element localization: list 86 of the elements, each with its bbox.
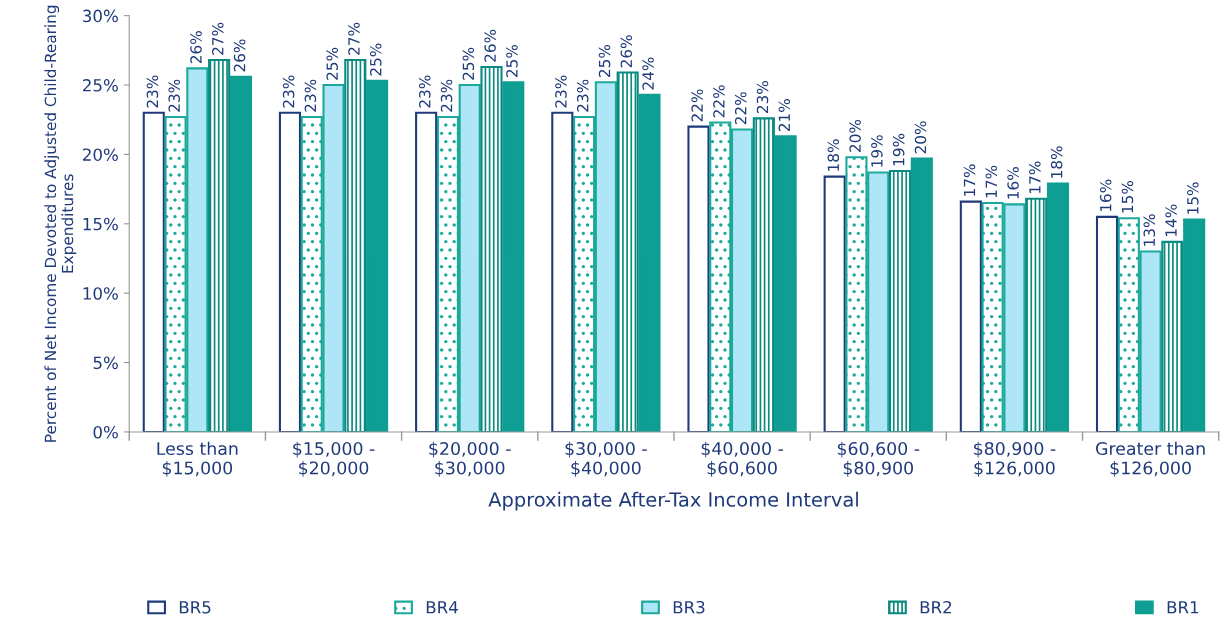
data-label: 25% <box>598 44 611 77</box>
data-label: 23% <box>168 79 180 112</box>
data-label: 27% <box>348 22 360 55</box>
data-label: 24% <box>642 57 654 90</box>
data-label: 14% <box>1165 204 1177 236</box>
bar <box>1161 240 1184 432</box>
data-label: 16% <box>1007 167 1019 199</box>
x-tick-label: $60,600 - $80,900 <box>837 441 920 477</box>
data-label: 26% <box>233 39 246 72</box>
legend-label: BR1 <box>1167 601 1199 614</box>
bar <box>910 157 933 432</box>
data-label: 26% <box>620 35 633 68</box>
data-label: 23% <box>146 75 159 108</box>
data-label: 15% <box>1121 180 1134 213</box>
data-label: 17% <box>1029 161 1041 193</box>
data-label: 17% <box>985 165 998 198</box>
data-label: 27% <box>212 22 224 55</box>
data-label: 23% <box>756 81 769 114</box>
data-label: 22% <box>713 85 725 118</box>
bar <box>616 71 639 432</box>
bar <box>1046 182 1070 432</box>
bar <box>687 125 710 432</box>
data-label: 23% <box>576 79 589 112</box>
x-tick-label: $20,000 - $30,000 <box>429 441 511 477</box>
bar <box>278 111 302 432</box>
data-label: 21% <box>778 99 791 132</box>
bar <box>638 93 661 432</box>
data-label: 26% <box>484 29 496 62</box>
x-tick-label: $40,000 - $60,600 <box>701 441 783 477</box>
y-tick-label: 20% <box>83 148 118 161</box>
legend-label: BR4 <box>426 601 458 614</box>
data-label: 13% <box>1143 214 1156 246</box>
data-label: 23% <box>282 75 295 108</box>
data-label: 26% <box>190 31 202 64</box>
legend-label: BR5 <box>179 601 211 614</box>
bar <box>366 79 389 432</box>
data-label: 15% <box>1187 182 1199 214</box>
data-label: 23% <box>555 75 567 108</box>
legend-label: BR2 <box>920 600 952 614</box>
x-tick-label: Greater than $126,000 <box>1096 441 1205 477</box>
data-label: 20% <box>914 121 927 154</box>
legend-label: BR3 <box>673 600 705 614</box>
data-label: 23% <box>419 75 431 108</box>
data-label: 16% <box>1099 179 1112 212</box>
bar <box>1183 218 1206 432</box>
bar <box>959 200 982 432</box>
bar <box>823 175 846 432</box>
data-label: 19% <box>892 133 905 166</box>
bar <box>344 59 367 432</box>
data-label: 22% <box>691 89 703 122</box>
y-axis-title: Percent of Net Income Devoted to Adjusted Child-Rearing Expenditures <box>44 5 77 442</box>
data-label: 18% <box>1050 146 1063 178</box>
x-tick-label: $15,000 - $20,000 <box>293 441 375 477</box>
y-tick-label: 30% <box>83 9 118 23</box>
x-tick-label: $30,000 - $40,000 <box>565 441 647 477</box>
data-label: 25% <box>326 47 338 80</box>
bar <box>1095 215 1119 432</box>
y-tick-label: 0% <box>93 425 118 439</box>
bar <box>502 81 525 432</box>
data-label: 19% <box>871 135 883 167</box>
x-axis-title: Approximate After-Tax Income Interval <box>488 491 858 511</box>
data-label: 23% <box>304 79 317 112</box>
bar <box>480 65 503 432</box>
bar <box>208 59 231 432</box>
bar <box>142 111 165 432</box>
data-label: 17% <box>963 164 976 196</box>
y-tick-label: 25% <box>83 78 118 92</box>
y-tick-label: 10% <box>83 287 118 300</box>
bar <box>551 111 574 432</box>
data-label: 25% <box>506 44 518 77</box>
y-tick-label: 15% <box>83 217 118 231</box>
x-tick-label: $80,900 - $126,000 <box>974 441 1056 477</box>
bar <box>1025 197 1048 432</box>
data-label: 23% <box>440 79 453 112</box>
bar <box>415 111 438 432</box>
data-label: 20% <box>849 119 861 152</box>
x-tick-label: Less than $15,000 <box>157 441 238 477</box>
bar <box>888 170 912 432</box>
bar <box>229 75 252 432</box>
y-tick-label: 5% <box>93 356 118 370</box>
data-label: 25% <box>462 47 475 80</box>
data-label: 18% <box>827 139 840 171</box>
bar <box>774 135 797 432</box>
data-label: 22% <box>734 92 747 125</box>
bar <box>752 117 775 432</box>
data-label: 25% <box>369 43 382 76</box>
